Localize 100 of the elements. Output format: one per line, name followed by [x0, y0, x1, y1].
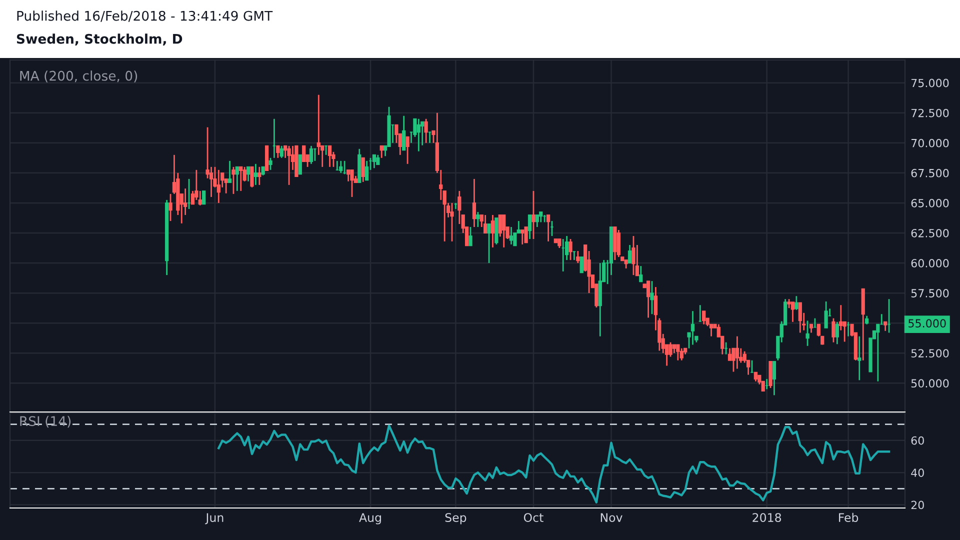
- candlestick: [216, 169, 220, 204]
- candlestick: [235, 166, 239, 192]
- candlestick: [364, 160, 369, 181]
- candlestick: [558, 238, 562, 249]
- candlestick: [250, 166, 254, 188]
- candlestick: [339, 160, 343, 174]
- candlestick: [298, 154, 302, 175]
- x-tick-label: Oct: [524, 513, 544, 522]
- candlestick: [735, 336, 739, 370]
- candlestick: [884, 321, 888, 332]
- candlestick: [490, 214, 495, 248]
- candlestick: [568, 238, 572, 261]
- x-tick-label: Sep: [445, 513, 466, 524]
- candlestick: [650, 280, 654, 315]
- candlestick: [690, 310, 695, 346]
- candlestick: [754, 372, 758, 382]
- candlestick: [287, 145, 291, 186]
- candlestick: [876, 324, 880, 382]
- x-tick-label: Nov: [600, 513, 622, 522]
- candlestick: [376, 154, 380, 166]
- candlestick: [794, 295, 798, 311]
- x-tick-label: Feb: [838, 512, 858, 522]
- candlestick: [646, 280, 650, 318]
- candlestick: [268, 157, 272, 171]
- candlestick: [380, 145, 384, 159]
- candlestick: [416, 118, 420, 152]
- candlestick: [639, 265, 643, 282]
- candlestick: [202, 190, 206, 205]
- candlestick: [316, 94, 320, 156]
- candlestick: [402, 115, 406, 151]
- candlestick: [668, 342, 672, 358]
- line-series: [218, 424, 890, 504]
- candlestick: [772, 360, 776, 396]
- candlestick: [824, 300, 828, 329]
- candlestick: [502, 214, 506, 248]
- y-tick-label: 70.000: [911, 138, 949, 148]
- candlestick: [798, 302, 802, 334]
- candlestick: [528, 214, 532, 240]
- y-tick-label: 62.500: [911, 228, 949, 238]
- candlestick: [628, 244, 632, 264]
- candlestick: [616, 229, 620, 258]
- candlestick: [450, 202, 454, 242]
- candlestick: [787, 298, 791, 309]
- candlestick: [258, 166, 262, 186]
- y-tick-label: 50.000: [911, 379, 949, 388]
- candlestick: [487, 223, 491, 264]
- candlestick: [302, 145, 306, 162]
- candlestick: [839, 304, 843, 331]
- y-tick-label: 52.500: [911, 349, 949, 358]
- candlestick: [280, 145, 284, 159]
- candlestick: [532, 190, 536, 240]
- candlestick: [742, 350, 746, 364]
- candlestick: [806, 320, 810, 347]
- candlestick: [546, 214, 550, 242]
- candlestick: [458, 190, 462, 225]
- y-tick-label: 67.500: [911, 168, 949, 178]
- y-tick-label: 75.000: [911, 78, 949, 88]
- chart-title: Published 16/Feb/2018 - 13:41:49 GMT: [17, 10, 273, 22]
- candlestick: [680, 348, 684, 362]
- candlestick: [676, 344, 680, 362]
- candlestick: [254, 163, 258, 186]
- candlestick: [632, 235, 636, 276]
- candlestick: [350, 169, 354, 198]
- x-tick-label: Aug: [359, 513, 381, 524]
- candlestick: [535, 214, 539, 228]
- chart-subtitle: Sweden, Stockholm, D: [16, 34, 182, 46]
- candlestick: [576, 250, 580, 264]
- candlestick: [328, 145, 332, 168]
- y-tick-label: 60.000: [911, 259, 949, 268]
- candlestick: [228, 160, 232, 184]
- candlestick: [232, 166, 236, 195]
- candlestick: [346, 169, 350, 182]
- candlestick: [790, 301, 795, 323]
- candlestick: [168, 193, 172, 222]
- candlestick: [372, 154, 376, 169]
- candlestick: [239, 166, 243, 192]
- y-tick-label: 72.500: [911, 108, 949, 118]
- candlestick: [472, 178, 476, 228]
- candlestick: [832, 318, 836, 344]
- candlestick: [539, 211, 543, 223]
- candlestick: [476, 211, 480, 228]
- candlestick: [406, 136, 410, 165]
- candlestick: [484, 214, 488, 234]
- text: MA (200, close, 0): [20, 70, 138, 82]
- candlestick: [728, 348, 732, 362]
- y-tick-label: 60: [911, 436, 924, 445]
- candlestick: [246, 166, 250, 182]
- y-tick-label: 20: [911, 500, 924, 510]
- x-tick-label: 2018: [752, 513, 782, 522]
- candlestick: [276, 145, 280, 159]
- x-tick-label: Jun: [205, 513, 224, 524]
- candlestick: [509, 226, 514, 246]
- text: 55.000: [908, 319, 946, 328]
- candlestick: [309, 145, 314, 165]
- candlestick: [858, 336, 862, 381]
- y-tick-label: 57.500: [911, 289, 949, 298]
- candlestick: [394, 124, 398, 144]
- candlestick: [702, 310, 706, 325]
- candlestick: [424, 118, 428, 144]
- candlestick: [580, 256, 584, 274]
